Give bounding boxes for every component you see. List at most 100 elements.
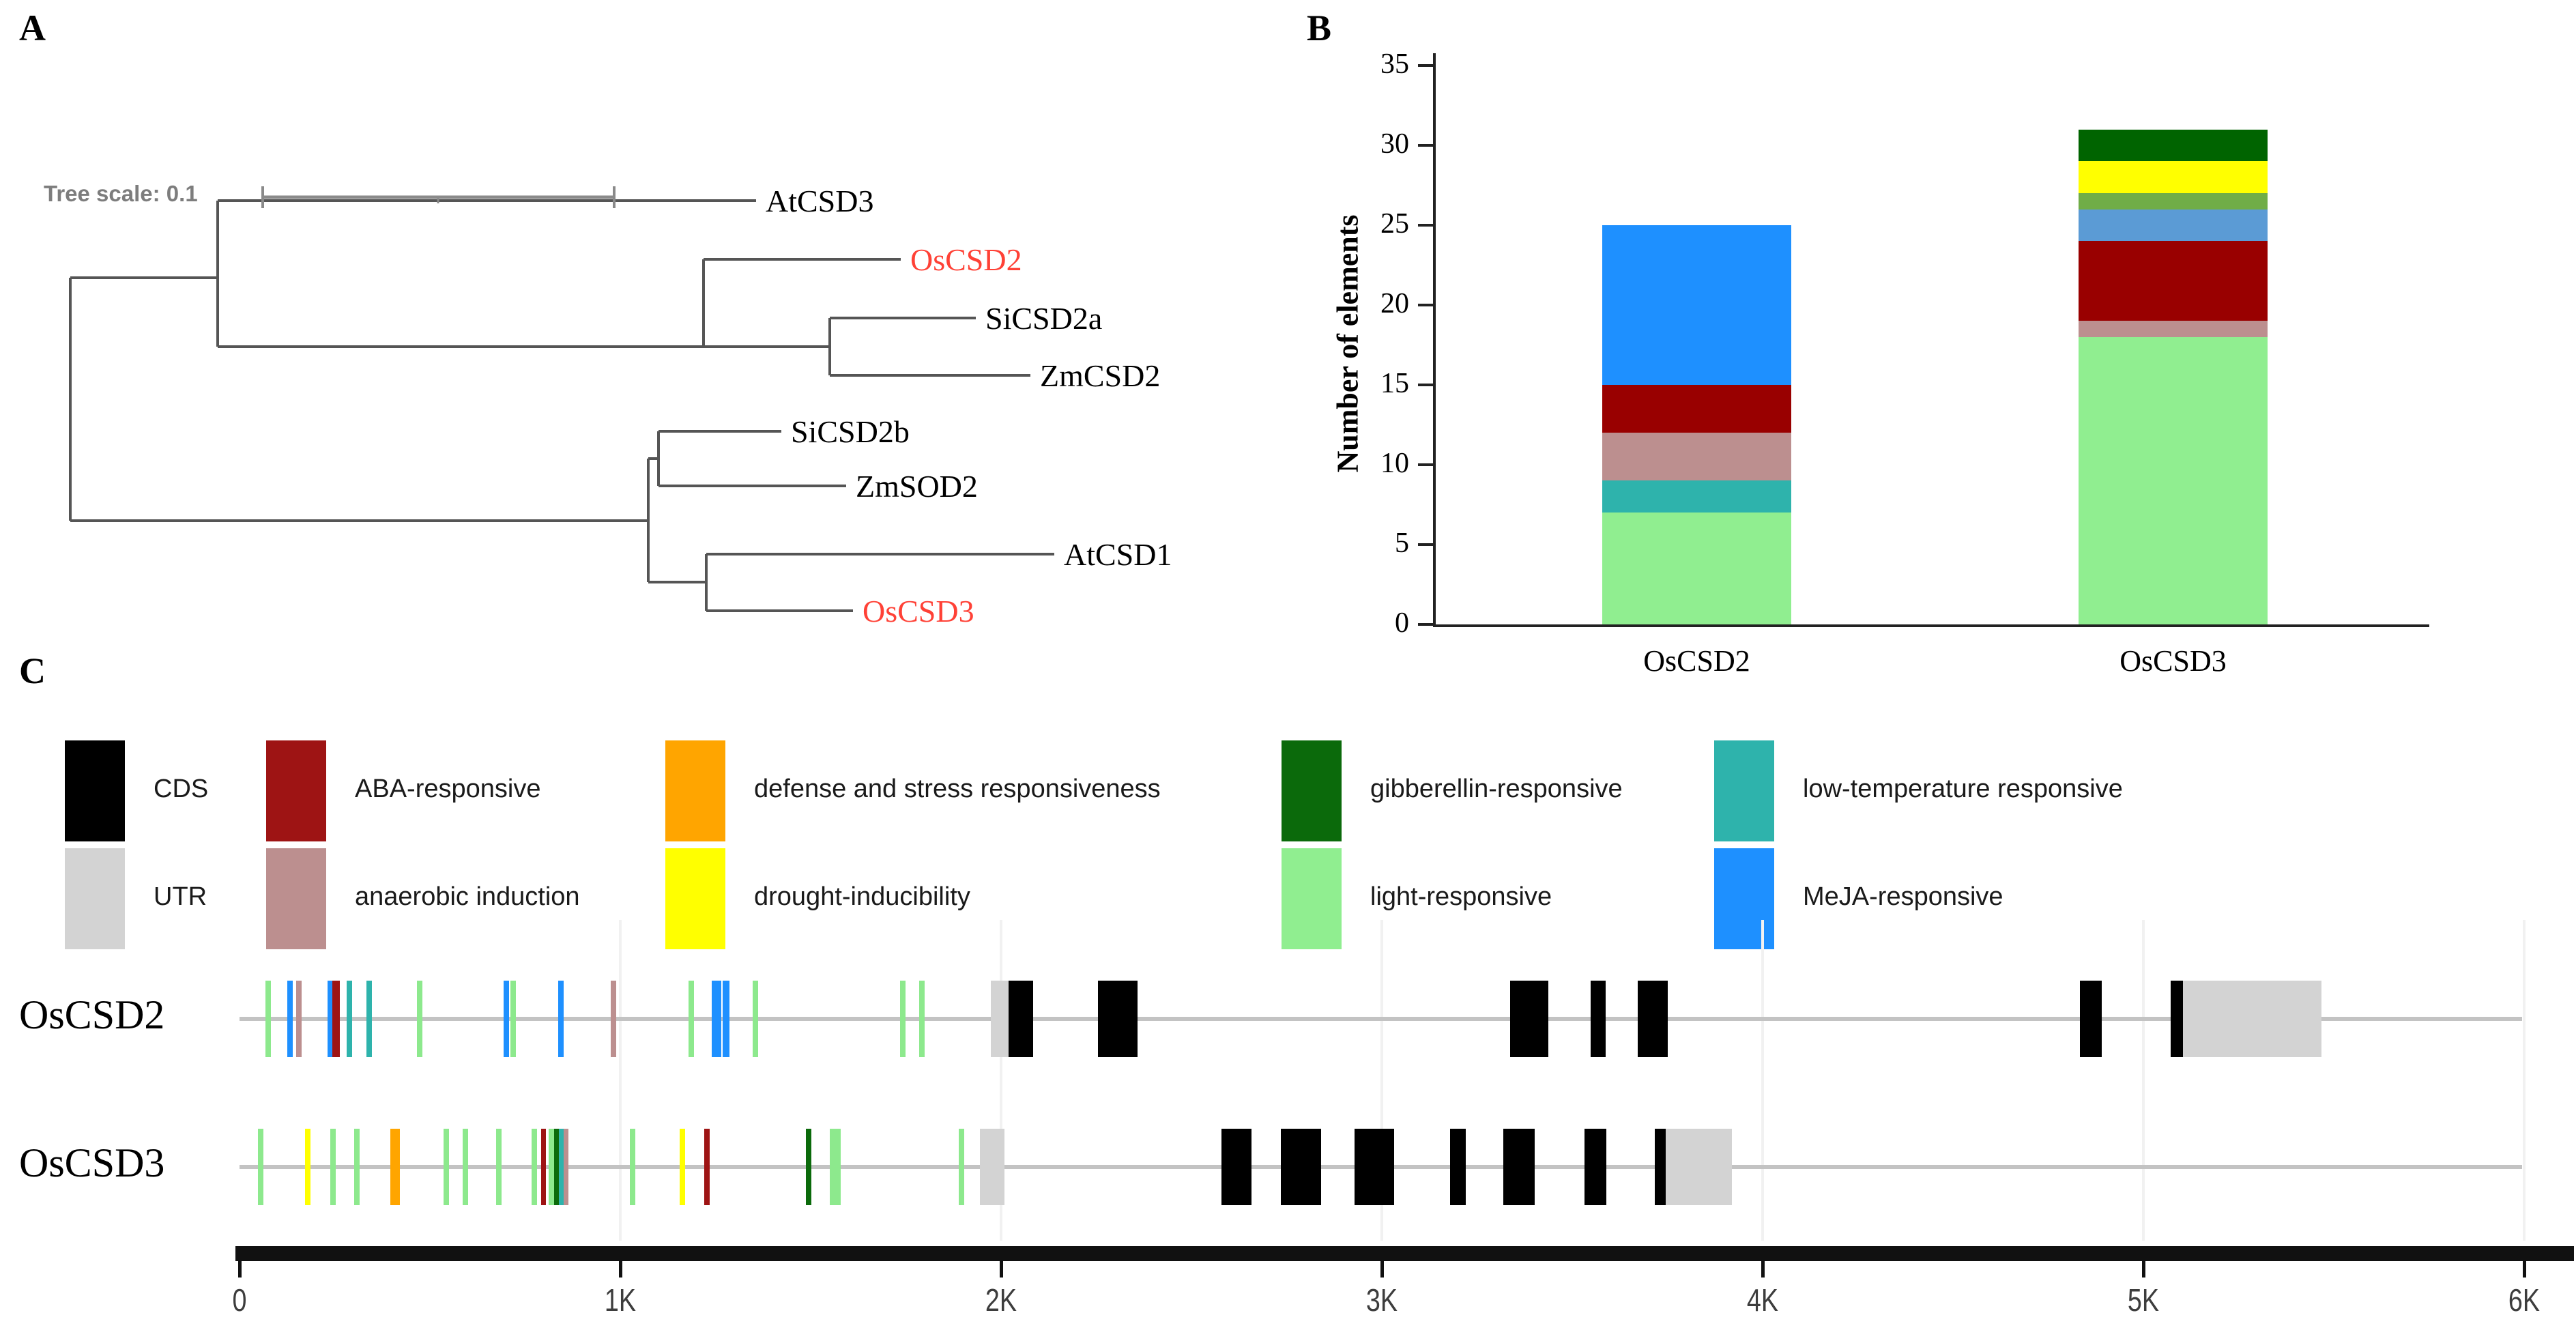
- promoter-element-meja: [558, 981, 564, 1057]
- panel-c: C CDS UTR ABA-responsive anaerobic inductio…: [0, 641, 2576, 1328]
- grid-line: [1380, 920, 1383, 1241]
- tree-leaf-label: SiCSD2b: [791, 414, 910, 449]
- element-legend: CDS UTR ABA-responsive anaerobic induction d…: [0, 641, 2576, 962]
- ruler-tick: [999, 1261, 1003, 1278]
- ruler-tick: [237, 1261, 242, 1278]
- y-axis-line: [1433, 53, 1436, 627]
- y-tick-label: 30: [1380, 128, 1409, 160]
- legend-swatch-cds: [65, 740, 125, 841]
- y-tick-label: 35: [1380, 48, 1409, 80]
- ruler-tick-label: 0: [232, 1282, 247, 1318]
- ruler-tick: [2141, 1261, 2145, 1278]
- y-tick-label: 5: [1395, 528, 1409, 559]
- promoter-element-light: [258, 1129, 264, 1205]
- legend-label: ABA-responsive: [355, 775, 541, 803]
- bar-category-label: OsCSD2: [1643, 644, 1750, 678]
- y-tick: [1418, 543, 1433, 546]
- bar-segment-anaerobic-induction: [2079, 321, 2268, 337]
- promoter-element-lowtemp: [347, 981, 353, 1057]
- promoter-element-light: [443, 1129, 450, 1205]
- promoter-element-light: [495, 1129, 502, 1205]
- bar-segment-light-responsive: [2079, 336, 2268, 624]
- cds-block: [1281, 1129, 1321, 1205]
- promoter-element-aba: [704, 1129, 710, 1205]
- promoter-element-gibberellin: [554, 1129, 560, 1205]
- panel-a: A Tree scale: 0.1 AtCSD3 OsCSD2 SiCSD2a ZmC…: [0, 0, 1297, 682]
- y-tick-label: 10: [1380, 448, 1409, 479]
- tree-scale-label: Tree scale: 0.1: [44, 181, 198, 206]
- promoter-element-light: [265, 981, 272, 1057]
- promoter-element-light: [416, 981, 423, 1057]
- grid-line: [2142, 920, 2145, 1241]
- bar-segment-meja-responsive: [2079, 209, 2268, 242]
- gene-backbone-line: [240, 1017, 2523, 1021]
- tree-leaf-label: OsCSD2: [910, 242, 1022, 277]
- tree-leaf-label: AtCSD1: [1064, 537, 1172, 572]
- ruler-tick-label: 1K: [604, 1282, 637, 1318]
- cds-block: [2171, 981, 2184, 1057]
- y-tick-label: 25: [1380, 208, 1409, 240]
- cds-block: [1097, 981, 1138, 1057]
- cds-block: [1655, 1129, 1666, 1205]
- legend-label: CDS: [154, 775, 209, 803]
- promoter-element-aba: [541, 1129, 547, 1205]
- y-tick-label: 0: [1395, 607, 1409, 639]
- panel-b-label: B: [1307, 8, 1332, 48]
- ruler-tick: [2522, 1261, 2526, 1278]
- promoter-element-light: [899, 981, 906, 1057]
- y-tick: [1418, 64, 1433, 67]
- y-tick: [1418, 623, 1433, 626]
- legend-swatch-anaerobic-induction: [266, 848, 326, 949]
- bar-segment-gibberellin-responsive: [2079, 129, 2268, 162]
- grid-line: [2523, 920, 2526, 1241]
- promoter-element-meja: [287, 981, 293, 1057]
- cds-block: [1221, 1129, 1252, 1205]
- promoter-element-lowtemp: [366, 981, 372, 1057]
- bar-segment-meja-responsive: [1602, 225, 1791, 385]
- legend-label: drought-inducibility: [754, 882, 970, 911]
- gene-track-label: OsCSD2: [19, 992, 165, 1037]
- promoter-element-anaerobic: [295, 981, 302, 1057]
- promoter-element-drought: [304, 1129, 311, 1205]
- x-axis-line: [1433, 624, 2429, 627]
- cds-block: [1590, 981, 1606, 1057]
- ruler-tick-label: 4K: [1746, 1282, 1779, 1318]
- promoter-element-defense: [390, 1129, 401, 1205]
- legend-swatch-defense-and-stress-responsiveness: [665, 740, 725, 841]
- legend-swatch-aba-responsive: [266, 740, 326, 841]
- promoter-element-lowtemp: [559, 1129, 564, 1205]
- ruler-tick-label: 5K: [2127, 1282, 2160, 1318]
- promoter-element-light: [510, 981, 517, 1057]
- cds-block: [2079, 981, 2102, 1057]
- promoter-element-light: [531, 1129, 538, 1205]
- utr-block: [990, 981, 1009, 1057]
- ruler-tick: [1380, 1261, 1384, 1278]
- legend-label: UTR: [154, 882, 207, 911]
- cds-block: [1449, 1129, 1466, 1205]
- legend-swatch-gibberellin-responsive: [1282, 740, 1342, 841]
- legend-label: defense and stress responsiveness: [754, 775, 1161, 803]
- legend-swatch-low-temperature-responsive: [1714, 740, 1774, 841]
- legend-swatch-light-responsive: [1282, 848, 1342, 949]
- promoter-element-aba: [332, 981, 340, 1057]
- panel-a-label: A: [19, 8, 46, 48]
- legend-label: light-responsive: [1370, 882, 1552, 911]
- promoter-element-light: [330, 1129, 336, 1205]
- promoter-element-meja: [503, 981, 510, 1057]
- cds-block: [1009, 981, 1033, 1057]
- promoter-element-anaerobic: [610, 981, 617, 1057]
- bar-segment-aba-responsive: [2079, 241, 2268, 321]
- bar-segment-drought-inducibility: [2079, 161, 2268, 194]
- promoter-element-anaerobic: [563, 1129, 568, 1205]
- cds-block: [1637, 981, 1668, 1057]
- bar-segment-low-temperature-responsive: [1602, 480, 1791, 513]
- legend-swatch-utr: [65, 848, 125, 949]
- legend-label: low-temperature responsive: [1803, 775, 2123, 803]
- legend-swatch-meja-responsive: [1714, 848, 1774, 949]
- promoter-element-gibberellin: [806, 1129, 812, 1205]
- promoter-element-light: [830, 1129, 841, 1205]
- promoter-element-light: [462, 1129, 469, 1205]
- y-tick-label: 15: [1380, 368, 1409, 399]
- panel-c-label: C: [19, 650, 46, 691]
- ruler-tick: [1761, 1261, 1765, 1278]
